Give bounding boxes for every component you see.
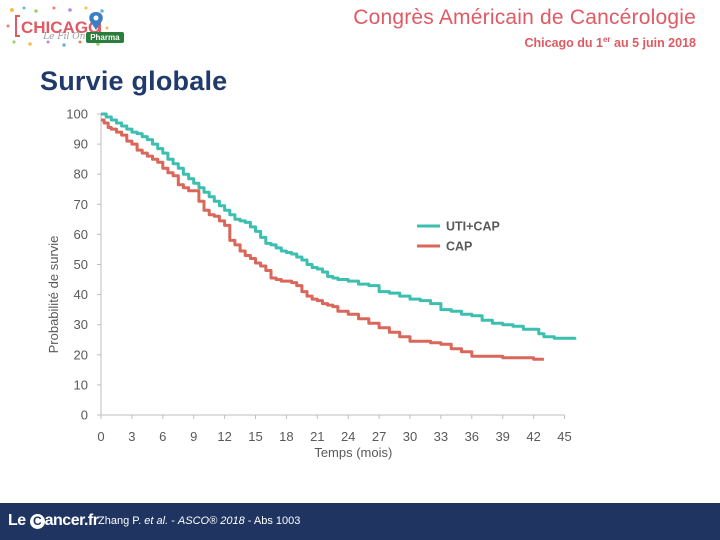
x-tick-label: 18: [279, 429, 293, 444]
ref-sep: -: [168, 515, 178, 527]
location-date-sup: er: [602, 35, 611, 44]
x-tick-label: 12: [217, 429, 231, 444]
x-tick-label: 0: [97, 429, 104, 444]
y-tick-label: 80: [74, 167, 88, 182]
x-tick-label: 42: [526, 429, 540, 444]
pharma-badge: Pharma: [86, 32, 124, 43]
legend-label: CAP: [446, 240, 472, 254]
x-tick-label: 39: [495, 429, 509, 444]
y-tick-label: 60: [74, 227, 88, 242]
congress-header: Congrès Américain de Cancérologie Le Fil…: [43, 6, 696, 51]
congress-title: Congrès Américain de Cancérologie: [353, 6, 696, 29]
x-tick-label: 36: [465, 429, 479, 444]
fil-onco-brand: Le Fil Onco: [43, 32, 96, 42]
x-tick-label: 21: [310, 429, 324, 444]
logo-c: C: [29, 514, 45, 529]
confetti-decoration: [6, 6, 109, 47]
series-line-uti-cap: [101, 112, 577, 340]
x-axis-title: Temps (mois): [314, 445, 392, 460]
y-tick-label: 40: [74, 287, 88, 302]
x-tick-label: 33: [434, 429, 448, 444]
location-date-end: au 5 juin 2018: [610, 36, 696, 51]
series-line-cap: [101, 118, 544, 361]
chicago-logo: CHICAGO: [6, 4, 110, 48]
y-tick-label: 30: [74, 317, 88, 332]
x-tick-label: 9: [190, 429, 197, 444]
x-tick-label: 30: [403, 429, 417, 444]
logo-text: CHICAGO: [21, 18, 101, 37]
y-tick-label: 50: [74, 257, 88, 272]
y-tick-label: 70: [74, 197, 88, 212]
slide-title: Survie globale: [40, 66, 228, 96]
x-tick-label: 6: [159, 429, 166, 444]
ref-etal: et al.: [144, 515, 169, 527]
y-tick-label: 0: [81, 408, 88, 423]
y-tick-label: 100: [66, 107, 88, 122]
map-pin-icon: [89, 12, 103, 30]
ref-abstract: - Abs 1003: [244, 515, 301, 527]
x-tick-label: 45: [557, 429, 571, 444]
x-tick-label: 15: [248, 429, 262, 444]
logo-le: Le: [8, 512, 30, 529]
ref-journal: ASCO® 2018: [177, 515, 245, 527]
legend-label: UTI+CAP: [446, 220, 500, 234]
ref-authors: Zhang P.: [98, 515, 145, 527]
x-tick-label: 24: [341, 429, 355, 444]
reference-citation: Zhang P. et al. - ASCO® 2018 - Abs 1003: [98, 515, 300, 527]
y-tick-label: 20: [74, 347, 88, 362]
logo-domain: ancer.fr: [44, 512, 99, 529]
x-tick-label: 3: [128, 429, 135, 444]
y-tick-label: 10: [74, 377, 88, 392]
congress-location-date: Chicago du 1er au 5 juin 2018: [524, 35, 696, 51]
y-tick-label: 90: [74, 137, 88, 152]
location-date-start: Chicago du 1: [524, 36, 603, 51]
y-axis-title: Probabilité de survie: [46, 236, 61, 354]
x-tick-label: 27: [372, 429, 386, 444]
